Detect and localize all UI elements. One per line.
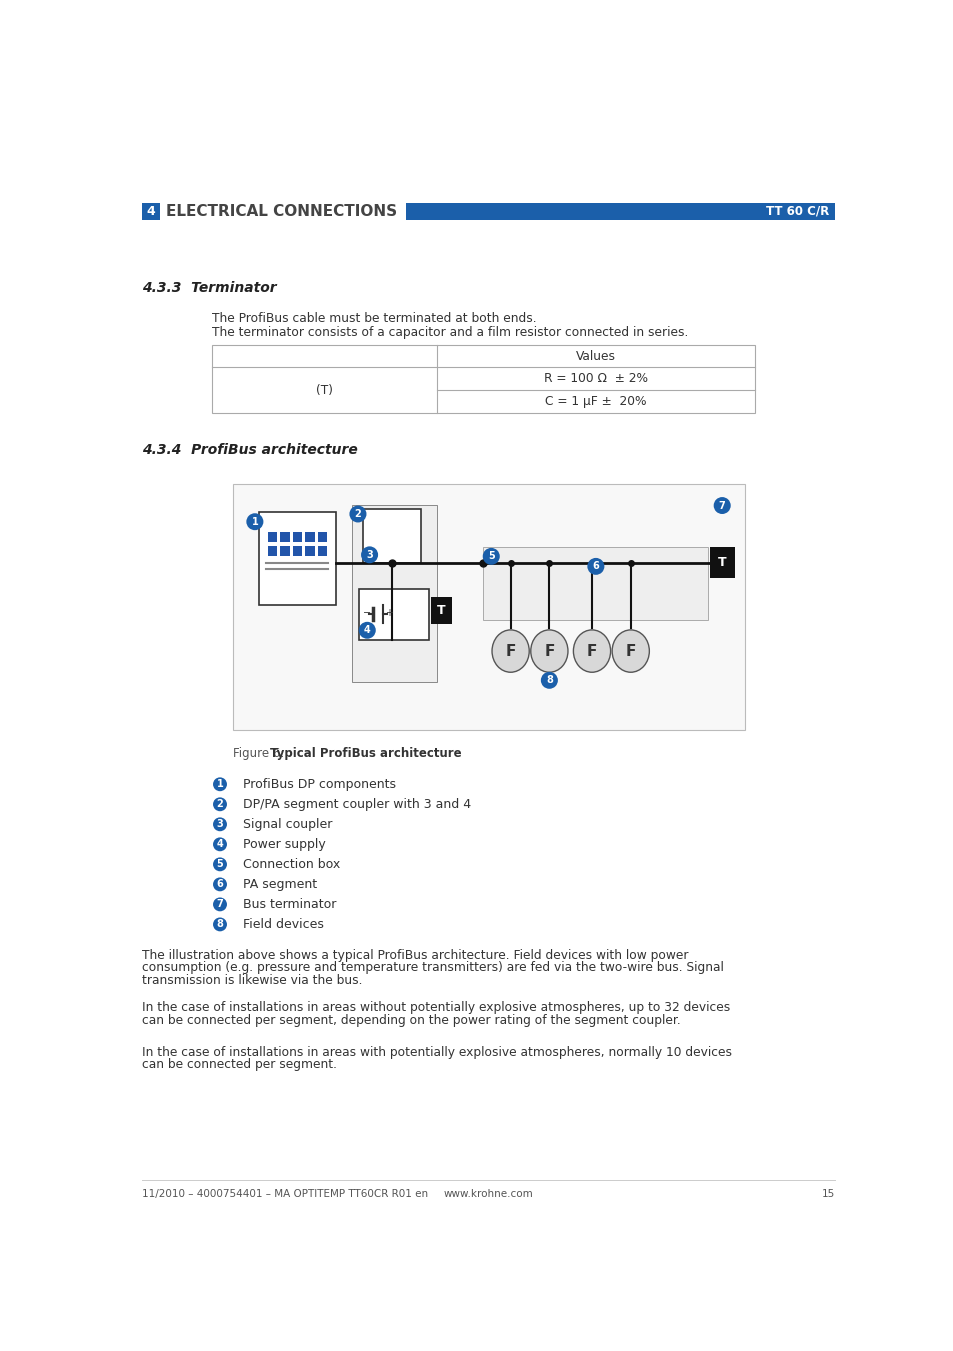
Circle shape bbox=[587, 558, 604, 574]
Circle shape bbox=[213, 797, 227, 811]
Text: (T): (T) bbox=[315, 384, 333, 397]
Text: can be connected per segment.: can be connected per segment. bbox=[142, 1058, 337, 1071]
Text: T: T bbox=[436, 604, 445, 617]
Text: transmission is likewise via the bus.: transmission is likewise via the bus. bbox=[142, 974, 363, 986]
Circle shape bbox=[713, 497, 730, 513]
Ellipse shape bbox=[612, 630, 649, 673]
Text: www.krohne.com: www.krohne.com bbox=[443, 1189, 534, 1200]
Bar bbox=[406, 203, 835, 220]
Text: 2: 2 bbox=[355, 509, 361, 519]
Text: 4: 4 bbox=[363, 626, 370, 635]
Text: 8: 8 bbox=[216, 920, 223, 929]
Text: The illustration above shows a typical ProfiBus architecture. Field devices with: The illustration above shows a typical P… bbox=[142, 948, 688, 962]
Text: F: F bbox=[543, 643, 554, 658]
Text: 1: 1 bbox=[216, 780, 223, 789]
Text: In the case of installations in areas with potentially explosive atmospheres, no: In the case of installations in areas wi… bbox=[142, 1046, 732, 1059]
Text: Connection box: Connection box bbox=[243, 858, 340, 871]
Text: F: F bbox=[505, 643, 516, 658]
Bar bbox=[142, 203, 159, 220]
Circle shape bbox=[482, 549, 499, 565]
Text: The terminator consists of a capacitor and a film resistor connected in series.: The terminator consists of a capacitor a… bbox=[212, 326, 688, 339]
Text: Figure 6:: Figure 6: bbox=[233, 747, 288, 761]
Bar bbox=[352, 505, 436, 682]
Text: 7: 7 bbox=[718, 500, 725, 511]
Text: 3: 3 bbox=[216, 819, 223, 830]
Circle shape bbox=[213, 917, 227, 931]
Bar bbox=[280, 546, 290, 555]
Text: C = 1 μF ±  20%: C = 1 μF ± 20% bbox=[544, 394, 646, 408]
Circle shape bbox=[213, 817, 227, 831]
Text: 15: 15 bbox=[821, 1189, 835, 1200]
Bar bbox=[280, 532, 290, 542]
Text: 6: 6 bbox=[216, 880, 223, 889]
Text: can be connected per segment, depending on the power rating of the segment coupl: can be connected per segment, depending … bbox=[142, 1013, 680, 1027]
Text: In the case of installations in areas without potentially explosive atmospheres,: In the case of installations in areas wi… bbox=[142, 1001, 730, 1015]
Text: Bus terminator: Bus terminator bbox=[243, 898, 336, 911]
Text: F: F bbox=[586, 643, 597, 658]
Ellipse shape bbox=[530, 630, 567, 673]
Circle shape bbox=[540, 671, 558, 689]
Bar bbox=[293, 532, 302, 542]
Circle shape bbox=[213, 858, 227, 871]
Text: 8: 8 bbox=[545, 676, 552, 685]
Text: ProfiBus DP components: ProfiBus DP components bbox=[243, 778, 395, 790]
Bar bbox=[305, 546, 314, 555]
Text: 6: 6 bbox=[592, 562, 598, 571]
Text: Values: Values bbox=[576, 350, 616, 362]
Text: R = 100 Ω  ± 2%: R = 100 Ω ± 2% bbox=[543, 372, 647, 385]
Circle shape bbox=[358, 621, 375, 639]
Text: DP/PA segment coupler with 3 and 4: DP/PA segment coupler with 3 and 4 bbox=[243, 798, 471, 811]
Text: consumption (e.g. pressure and temperature transmitters) are fed via the two-wir: consumption (e.g. pressure and temperatu… bbox=[142, 962, 723, 974]
Text: Signal coupler: Signal coupler bbox=[243, 817, 333, 831]
Text: 4.3.4  ProfiBus architecture: 4.3.4 ProfiBus architecture bbox=[142, 443, 358, 457]
Ellipse shape bbox=[492, 630, 529, 673]
Bar bbox=[359, 589, 429, 639]
Ellipse shape bbox=[573, 630, 610, 673]
Text: +: + bbox=[385, 608, 393, 617]
Text: 5: 5 bbox=[487, 551, 494, 562]
Text: 4: 4 bbox=[147, 205, 155, 218]
Circle shape bbox=[213, 838, 227, 851]
Bar bbox=[258, 512, 335, 605]
Bar bbox=[363, 508, 421, 562]
Bar bbox=[268, 546, 277, 555]
Text: T: T bbox=[718, 557, 726, 569]
Text: 1: 1 bbox=[252, 516, 258, 527]
Text: TT 60 C/R: TT 60 C/R bbox=[765, 205, 828, 218]
Circle shape bbox=[213, 877, 227, 892]
Text: 4: 4 bbox=[216, 839, 223, 850]
Circle shape bbox=[213, 897, 227, 912]
Bar bbox=[317, 546, 327, 555]
Text: Power supply: Power supply bbox=[243, 838, 326, 851]
Circle shape bbox=[349, 505, 366, 523]
Bar bbox=[233, 484, 744, 731]
Text: 2: 2 bbox=[216, 800, 223, 809]
Bar bbox=[305, 532, 314, 542]
Text: Typical ProfiBus architecture: Typical ProfiBus architecture bbox=[270, 747, 461, 761]
Bar bbox=[293, 546, 302, 555]
Text: 11/2010 – 4000754401 – MA OPTITEMP TT60CR R01 en: 11/2010 – 4000754401 – MA OPTITEMP TT60C… bbox=[142, 1189, 428, 1200]
Bar bbox=[268, 532, 277, 542]
Text: PA segment: PA segment bbox=[243, 878, 317, 890]
Circle shape bbox=[246, 513, 263, 530]
Text: The ProfiBus cable must be terminated at both ends.: The ProfiBus cable must be terminated at… bbox=[212, 312, 537, 326]
Text: 7: 7 bbox=[216, 900, 223, 909]
Text: ELECTRICAL CONNECTIONS: ELECTRICAL CONNECTIONS bbox=[166, 204, 396, 219]
Text: 4.3.3  Terminator: 4.3.3 Terminator bbox=[142, 281, 276, 296]
Bar bbox=[709, 547, 734, 578]
Circle shape bbox=[213, 777, 227, 792]
Text: F: F bbox=[625, 643, 636, 658]
Text: 5: 5 bbox=[216, 859, 223, 869]
Bar bbox=[317, 532, 327, 542]
Circle shape bbox=[360, 546, 377, 563]
Bar bbox=[431, 597, 452, 624]
Bar bbox=[483, 547, 707, 620]
Text: Field devices: Field devices bbox=[243, 917, 324, 931]
Bar bbox=[212, 346, 754, 413]
Text: −: − bbox=[363, 608, 371, 617]
Text: 3: 3 bbox=[366, 550, 373, 559]
